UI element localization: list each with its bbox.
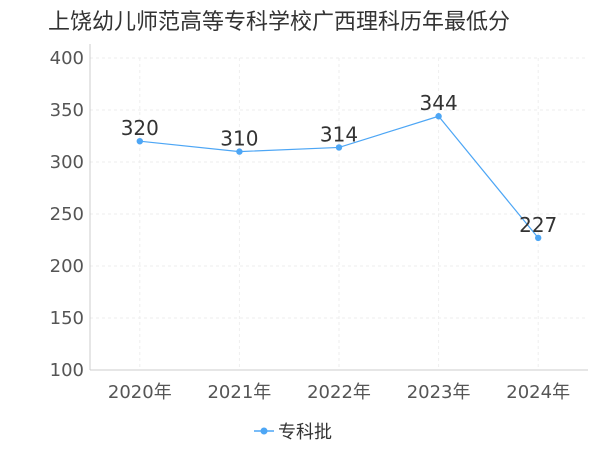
data-point[interactable] [335,144,343,151]
data-label: 344 [420,91,458,115]
series-group: 320 310 314 344 227 [121,91,557,242]
x-tick-label: 2022年 [307,382,371,403]
y-axis-ticks: 100 150 200 250 300 350 400 [50,48,84,381]
data-label: 320 [121,116,159,140]
y-tick-label: 200 [50,256,84,277]
chart-title: 上饶幼儿师范高等专科学校广西理科历年最低分 [48,10,511,35]
data-point[interactable] [435,113,442,120]
data-point[interactable] [535,234,542,242]
data-point[interactable] [236,148,243,155]
y-tick-label: 100 [50,360,84,381]
legend-label: 专科批 [278,422,332,443]
x-tick-label: 2021年 [207,382,271,403]
y-tick-label: 250 [50,204,84,225]
x-tick-label: 2024年 [506,382,570,403]
x-tick-label: 2023年 [407,382,471,403]
axes [89,44,588,371]
x-axis-ticks: 2020年 2021年 2022年 2023年 2024年 [108,382,570,403]
data-label: 227 [519,213,557,237]
legend[interactable]: 专科批 [254,422,332,443]
y-tick-label: 150 [50,308,84,329]
x-tick-label: 2020年 [108,382,172,403]
y-tick-label: 400 [50,48,84,69]
legend-marker [260,427,268,435]
data-label: 314 [320,122,358,146]
gridlines [90,57,588,371]
y-tick-label: 350 [50,100,84,121]
data-point[interactable] [136,138,143,145]
data-label: 310 [220,127,258,151]
y-tick-label: 300 [50,152,84,173]
